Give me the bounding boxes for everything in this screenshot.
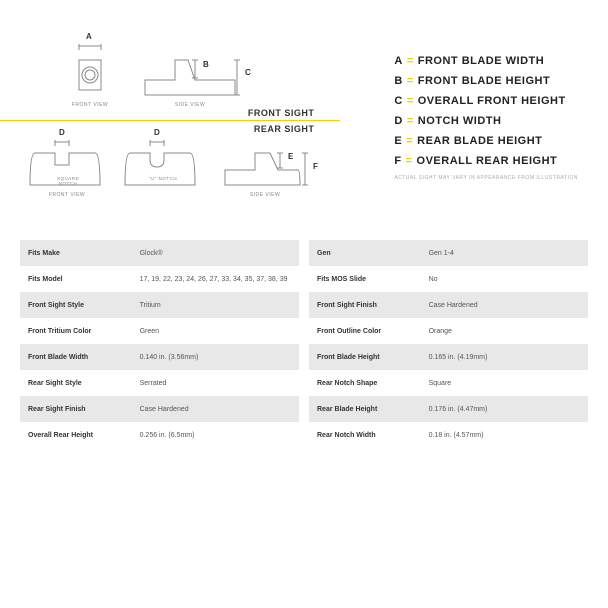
spec-value: Square (421, 370, 588, 396)
spec-value: Tritium (132, 292, 299, 318)
spec-label: Front Blade Height (309, 344, 421, 370)
square-notch-caption: SQUARE NOTCH (48, 176, 88, 186)
dim-c-bracket (232, 50, 244, 100)
table-row: Front Blade Width0.140 in. (3.56mm) (20, 344, 299, 370)
table-row: Front Blade Height0.165 in. (4.19mm) (309, 344, 588, 370)
spec-value: 0.140 in. (3.56mm) (132, 344, 299, 370)
spec-label: Front Outline Color (309, 318, 421, 344)
legend-item: C=OVERALL FRONT HEIGHT (334, 95, 588, 107)
spec-label: Overall Rear Height (20, 422, 132, 448)
rear-side-caption: SIDE VIEW (240, 192, 290, 198)
front-sight-label: FRONT SIGHT (248, 108, 315, 118)
spec-label: Front Blade Width (20, 344, 132, 370)
diagrams-panel: A FRONT VIEW C B SIDE VIEW FRONT SIGHT R… (20, 30, 324, 230)
spec-value: Case Hardened (421, 292, 588, 318)
dim-d1-label: D (59, 128, 65, 137)
dim-b-bracket (190, 50, 202, 80)
spec-value: Glock® (132, 240, 299, 266)
legend-panel: A=FRONT BLADE WIDTH B=FRONT BLADE HEIGHT C… (324, 30, 588, 230)
spec-label: Rear Notch Width (309, 422, 421, 448)
spec-tables: Fits MakeGlock®Fits Model17, 19, 22, 23,… (20, 240, 588, 448)
table-row: Rear Notch Width0.18 in. (4.57mm) (309, 422, 588, 448)
legend-item: B=FRONT BLADE HEIGHT (334, 75, 588, 87)
spec-label: Fits MOS Slide (309, 266, 421, 292)
spec-table-right: GenGen 1-4Fits MOS SlideNoFront Sight Fi… (309, 240, 588, 448)
dim-a-bracket (75, 42, 105, 52)
table-row: Rear Notch ShapeSquare (309, 370, 588, 396)
legend-item: D=NOTCH WIDTH (334, 115, 588, 127)
dim-d1-bracket (52, 138, 72, 148)
table-row: Fits MOS SlideNo (309, 266, 588, 292)
spec-label: Front Tritium Color (20, 318, 132, 344)
table-row: Front Sight StyleTritium (20, 292, 299, 318)
spec-value: Serrated (132, 370, 299, 396)
table-row: Front Outline ColorOrange (309, 318, 588, 344)
dim-d2-bracket (147, 138, 167, 148)
spec-table-left: Fits MakeGlock®Fits Model17, 19, 22, 23,… (20, 240, 299, 448)
spec-value: No (421, 266, 588, 292)
spec-label: Rear Sight Style (20, 370, 132, 396)
table-row: Front Sight FinishCase Hardened (309, 292, 588, 318)
spec-label: Rear Notch Shape (309, 370, 421, 396)
table-row: Rear Sight FinishCase Hardened (20, 396, 299, 422)
dim-f-bracket (300, 145, 312, 190)
rear-u-svg (120, 145, 200, 190)
dim-e-bracket (275, 145, 287, 170)
table-row: Fits MakeGlock® (20, 240, 299, 266)
spec-value: Green (132, 318, 299, 344)
spec-label: Gen (309, 240, 421, 266)
spec-label: Fits Make (20, 240, 132, 266)
table-row: Rear Blade Height0.176 in. (4.47mm) (309, 396, 588, 422)
top-section: A FRONT VIEW C B SIDE VIEW FRONT SIGHT R… (20, 30, 588, 230)
spec-value: Orange (421, 318, 588, 344)
front-sight-front-svg (75, 50, 105, 100)
table-row: Rear Sight StyleSerrated (20, 370, 299, 396)
divider-line (0, 120, 340, 121)
rear-sight-diagram: D SQUARE NOTCH FRONT VIEW D "U" NOTCH F (20, 130, 340, 215)
table-row: Front Tritium ColorGreen (20, 318, 299, 344)
dim-e-label: E (288, 152, 293, 161)
dim-d2-label: D (154, 128, 160, 137)
spec-value: 0.165 in. (4.19mm) (421, 344, 588, 370)
dim-f-label: F (313, 162, 318, 171)
spec-label: Fits Model (20, 266, 132, 292)
u-notch-caption: "U" NOTCH (143, 176, 183, 181)
table-row: GenGen 1-4 (309, 240, 588, 266)
spec-value: 0.176 in. (4.47mm) (421, 396, 588, 422)
legend-item: A=FRONT BLADE WIDTH (334, 55, 588, 67)
spec-label: Front Sight Style (20, 292, 132, 318)
spec-value: Gen 1-4 (421, 240, 588, 266)
spec-value: 17, 19, 22, 23, 24, 26, 27, 33, 34, 35, … (132, 266, 299, 292)
spec-label: Rear Sight Finish (20, 396, 132, 422)
legend-item: E=REAR BLADE HEIGHT (334, 135, 588, 147)
table-row: Overall Rear Height0.256 in. (6.5mm) (20, 422, 299, 448)
dim-c-label: C (245, 68, 251, 77)
dim-b-label: B (203, 60, 209, 69)
table-row: Fits Model17, 19, 22, 23, 24, 26, 27, 33… (20, 266, 299, 292)
spec-label: Rear Blade Height (309, 396, 421, 422)
rear-front-caption: FRONT VIEW (42, 192, 92, 198)
legend-item: F=OVERALL REAR HEIGHT (334, 155, 588, 167)
dim-a-label: A (86, 32, 92, 41)
spec-value: 0.18 in. (4.57mm) (421, 422, 588, 448)
spec-value: 0.256 in. (6.5mm) (132, 422, 299, 448)
spec-label: Front Sight Finish (309, 292, 421, 318)
spec-value: Case Hardened (132, 396, 299, 422)
front-front-caption: FRONT VIEW (68, 102, 112, 108)
front-sight-diagram: A FRONT VIEW C B SIDE VIEW (60, 30, 320, 115)
front-side-caption: SIDE VIEW (165, 102, 215, 108)
legend-note: ACTUAL SIGHT MAY VARY IN APPEARANCE FROM… (334, 175, 588, 181)
